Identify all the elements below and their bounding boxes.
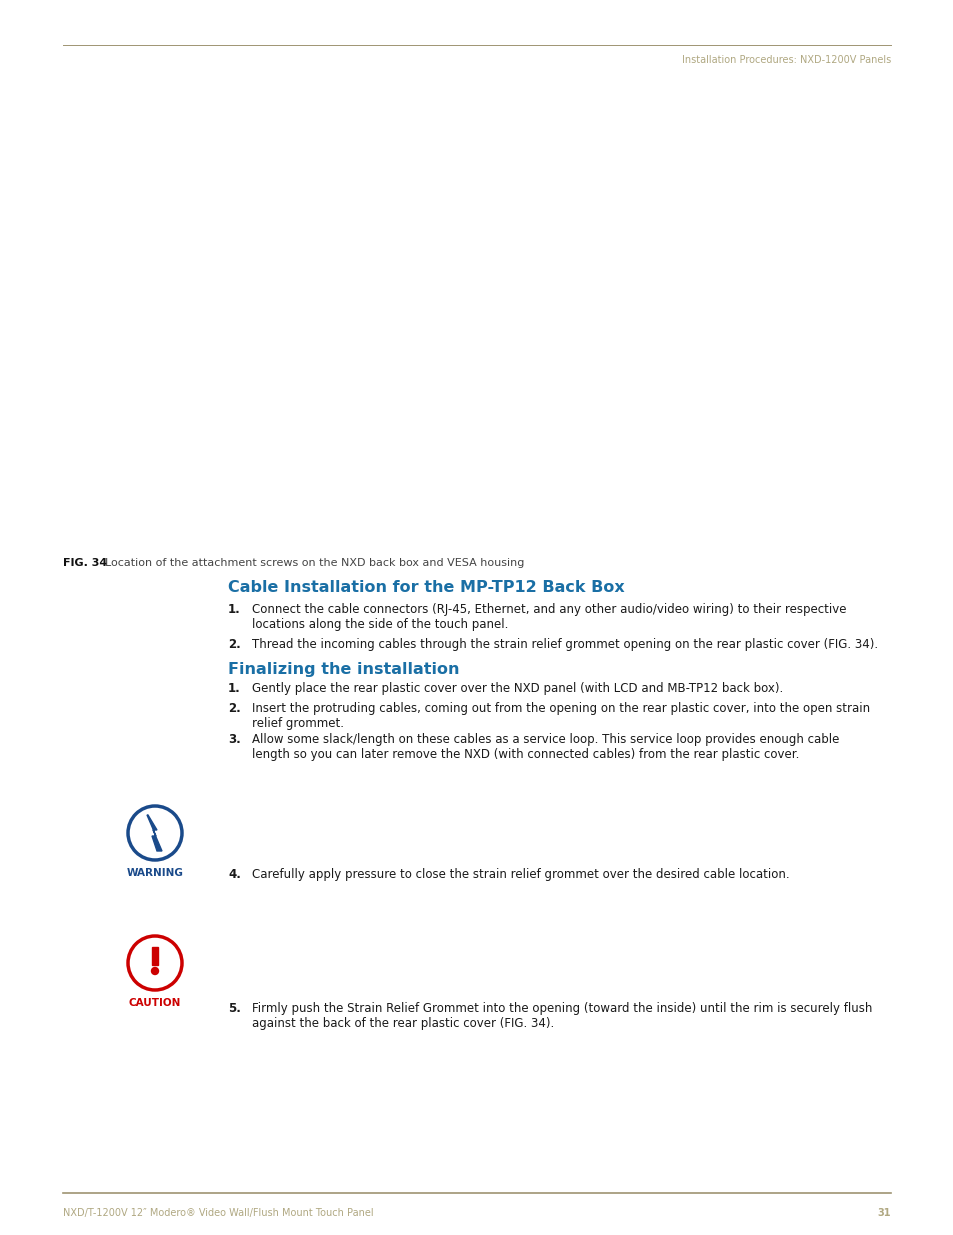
Text: 2.: 2. (228, 701, 240, 715)
Text: Carefully apply pressure to close the strain relief grommet over the desired cab: Carefully apply pressure to close the st… (252, 868, 789, 881)
Text: Connect the cable connectors (RJ-45, Ethernet, and any other audio/video wiring): Connect the cable connectors (RJ-45, Eth… (252, 603, 845, 631)
Text: WARNING: WARNING (127, 868, 183, 878)
Text: Location of the attachment screws on the NXD back box and VESA housing: Location of the attachment screws on the… (105, 558, 524, 568)
Text: Gently place the rear plastic cover over the NXD panel (with LCD and MB-TP12 bac: Gently place the rear plastic cover over… (252, 682, 782, 695)
Circle shape (128, 936, 182, 990)
Text: FIG. 34: FIG. 34 (63, 558, 107, 568)
Text: Thread the incoming cables through the strain relief grommet opening on the rear: Thread the incoming cables through the s… (252, 638, 877, 651)
Text: Firmly push the Strain Relief Grommet into the opening (toward the inside) until: Firmly push the Strain Relief Grommet in… (252, 1002, 871, 1030)
Bar (152, 947, 158, 965)
Text: 4.: 4. (228, 868, 240, 881)
Text: Finalizing the installation: Finalizing the installation (228, 662, 459, 677)
Text: 2.: 2. (228, 638, 240, 651)
Text: NXD/T-1200V 12″ Modero® Video Wall/Flush Mount Touch Panel: NXD/T-1200V 12″ Modero® Video Wall/Flush… (63, 1208, 374, 1218)
Text: Insert the protruding cables, coming out from the opening on the rear plastic co: Insert the protruding cables, coming out… (252, 701, 869, 730)
Text: Installation Procedures: NXD-1200V Panels: Installation Procedures: NXD-1200V Panel… (681, 56, 890, 65)
Text: 1.: 1. (228, 603, 240, 616)
Circle shape (152, 967, 158, 974)
Circle shape (128, 806, 182, 860)
Text: CAUTION: CAUTION (129, 998, 181, 1008)
Text: 31: 31 (877, 1208, 890, 1218)
Text: 5.: 5. (228, 1002, 240, 1015)
Text: 3.: 3. (228, 734, 240, 746)
Text: Cable Installation for the MP-TP12 Back Box: Cable Installation for the MP-TP12 Back … (228, 580, 624, 595)
Polygon shape (147, 815, 162, 851)
Text: 1.: 1. (228, 682, 240, 695)
Text: Allow some slack/length on these cables as a service loop. This service loop pro: Allow some slack/length on these cables … (252, 734, 839, 761)
